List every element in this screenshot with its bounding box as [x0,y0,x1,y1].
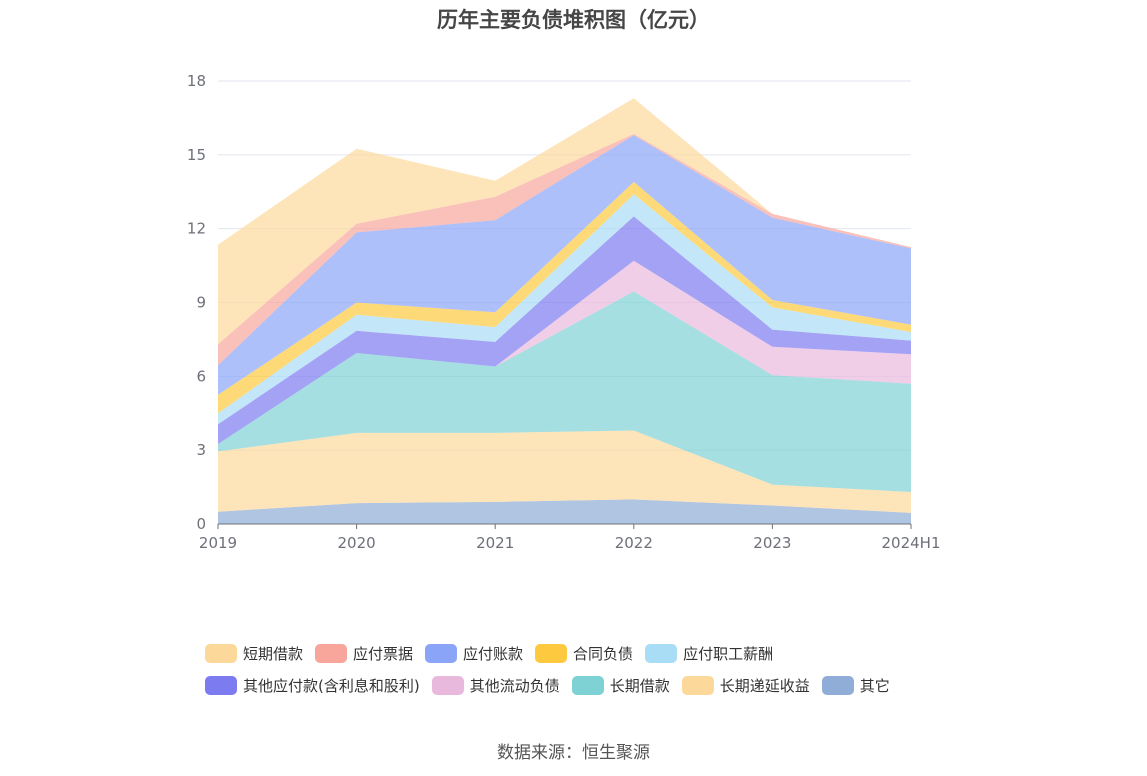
legend-item[interactable]: 其它 [821,672,890,698]
y-tick-label: 0 [196,515,206,533]
x-tick-label: 2024H1 [882,534,941,552]
legend-label: 其他流动负债 [469,676,560,695]
legend-item[interactable]: 应付账款 [425,640,523,666]
x-tick-label: 2022 [615,534,653,552]
chart-title: 历年主要负债堆积图（亿元） [437,8,710,32]
legend-swatch [205,643,237,663]
y-tick-label: 18 [187,72,206,90]
legend-swatch [315,643,348,663]
y-tick-label: 3 [196,441,206,459]
area-series-9 [218,98,911,345]
stacked-area-chart: 0 3 6 9 12 15 18 2019 2020 2021 2022 2023 2024H1 [187,72,941,552]
area-series-0 [218,499,911,524]
legend-label: 应付票据 [353,644,414,663]
y-tick-label: 9 [196,294,206,312]
x-tick-label: 2020 [338,534,376,552]
legend-item[interactable]: 短期借款 [205,640,303,666]
axes: 0 3 6 9 12 15 18 2019 2020 2021 2022 2023 2024H1 [187,72,941,552]
y-tick-label: 6 [196,367,206,385]
legend-label: 应付职工薪酬 [683,644,774,663]
legend-swatch [431,675,464,695]
area-series-3 [218,260,911,444]
legend-item[interactable]: 应付职工薪酬 [645,640,773,666]
legend-item[interactable]: 其他流动负债 [431,672,560,698]
y-tick-label: 12 [187,220,206,238]
legend-label: 其它 [859,676,890,695]
data-source: 数据来源：恒生聚源 [497,743,650,763]
area-series-5 [218,194,911,425]
x-tick-label: 2019 [199,534,237,552]
legend-swatch [645,643,678,663]
x-tick-label: 2023 [753,534,791,552]
area-series-4 [218,216,911,444]
legend-label: 合同负债 [573,644,634,663]
legend-item[interactable]: 长期借款 [571,672,670,698]
legend-label: 应付账款 [463,644,524,663]
area-series-7 [218,135,911,395]
legend-swatch [425,643,458,663]
legend: 短期借款 应付票据 应付账款 合同负债 应付职工薪酬其他应付款(含利息和股利) 其他流动负… [205,640,965,704]
legend-item[interactable]: 合同负债 [535,640,633,666]
y-tick-label: 15 [187,146,206,164]
legend-label: 短期借款 [243,644,304,663]
area-series-2 [218,291,911,492]
area-series [218,98,911,524]
legend-item[interactable]: 其他应付款(含利息和股利) [205,672,420,698]
x-tick-label: 2021 [476,534,514,552]
area-series-1 [218,430,911,513]
legend-label: 长期借款 [609,676,670,695]
legend-swatch [821,675,854,695]
legend-item[interactable]: 应付票据 [315,640,413,666]
legend-swatch [681,675,714,695]
legend-swatch [205,675,237,695]
legend-item[interactable]: 长期递延收益 [681,672,810,698]
legend-label: 其他应付款(含利息和股利) [243,676,420,695]
legend-label: 长期递延收益 [719,676,810,695]
legend-swatch [535,643,568,663]
legend-swatch [571,675,604,695]
